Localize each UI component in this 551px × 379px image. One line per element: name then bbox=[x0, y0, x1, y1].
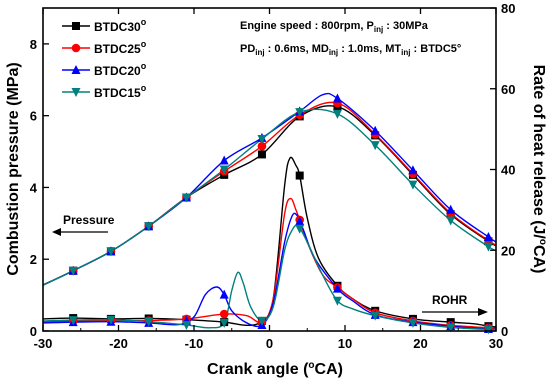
x-tick-label: -30 bbox=[34, 336, 53, 351]
y-axis-title-left: Combustion pressure (MPa) bbox=[5, 62, 22, 275]
legend-label: BTDC30o bbox=[94, 17, 147, 34]
legend-label: BTDC20o bbox=[94, 61, 147, 78]
plot-area bbox=[42, 92, 497, 335]
series-2-rohr-line bbox=[42, 197, 497, 329]
rohr-arrow-head bbox=[478, 308, 488, 316]
x-tick-label: 30 bbox=[489, 336, 503, 351]
series-4-rohr-point bbox=[106, 315, 116, 325]
series-4-pressure-point bbox=[370, 141, 380, 151]
x-tick-label: 10 bbox=[338, 336, 352, 351]
x-tick-label: 0 bbox=[266, 336, 273, 351]
series-4-pressure-point bbox=[295, 108, 305, 118]
pressure-arrow-head bbox=[52, 228, 61, 236]
plot-frame bbox=[42, 7, 497, 332]
y-left-tick-label: 6 bbox=[30, 109, 37, 124]
series-4-pressure-point bbox=[144, 222, 154, 232]
series-3-rohr-point bbox=[332, 283, 342, 293]
legend-label: BTDC25o bbox=[94, 39, 147, 56]
x-axis-title: Crank angle (oCA) bbox=[207, 360, 343, 378]
x-tick-label: -20 bbox=[109, 336, 128, 351]
series-3-pressure-point bbox=[446, 204, 456, 214]
series-4-rohr-point bbox=[144, 317, 154, 327]
x-tick-label: -10 bbox=[185, 336, 204, 351]
annotation-line2: PDinj : 0.6ms, MDinj : 1.0ms, MTinj : BT… bbox=[240, 43, 461, 57]
series-4-pressure-point bbox=[446, 216, 456, 226]
y-left-tick-label: 4 bbox=[30, 180, 38, 195]
legend-marker bbox=[72, 22, 80, 30]
legend-marker bbox=[71, 65, 81, 74]
series-4-pressure-point bbox=[257, 134, 267, 144]
series-3-rohr-point bbox=[295, 216, 305, 226]
legend-marker bbox=[71, 43, 81, 53]
y-left-tick-label: 0 bbox=[30, 324, 37, 339]
y-left-tick-label: 8 bbox=[30, 37, 37, 52]
series-4-pressure-point bbox=[219, 165, 229, 175]
x-tick-label: 20 bbox=[413, 336, 427, 351]
y-axis-title-right: Rate of heat release (J/oCA) bbox=[530, 65, 548, 274]
y-right-tick-label: 40 bbox=[501, 163, 515, 178]
series-4-pressure-point bbox=[332, 109, 342, 119]
series-3-pressure-point bbox=[370, 125, 380, 135]
series-4-rohr-point bbox=[68, 316, 78, 326]
legend: BTDC30o BTDC25o BTDC20o BTDC15o bbox=[62, 17, 147, 100]
series-1-rohr-line bbox=[42, 156, 497, 328]
series-4-pressure-point bbox=[483, 242, 493, 252]
rohr-label: ROHR bbox=[432, 293, 468, 307]
y-right-tick-label: 20 bbox=[501, 243, 515, 258]
series-2-pressure-line bbox=[42, 101, 497, 286]
y-right-tick-label: 80 bbox=[501, 1, 515, 16]
series-3-rohr-point bbox=[219, 289, 229, 299]
pressure-label: Pressure bbox=[63, 213, 115, 227]
series-4-rohr-point bbox=[295, 224, 305, 234]
series-1-rohr-point bbox=[295, 171, 304, 180]
series-1-pressure-point bbox=[257, 150, 266, 159]
series-4-rohr-point bbox=[219, 318, 229, 328]
series-4-rohr-point bbox=[181, 320, 191, 330]
series-4-rohr-point bbox=[332, 296, 342, 306]
series-3-pressure-point bbox=[332, 93, 342, 103]
series-3-pressure-point bbox=[483, 231, 493, 241]
series-3-pressure-point bbox=[408, 165, 418, 175]
series-2-rohr-point bbox=[219, 309, 229, 319]
series-4-rohr-point bbox=[408, 318, 418, 328]
series-4-pressure-line bbox=[42, 108, 497, 286]
legend-label: BTDC15o bbox=[94, 83, 147, 100]
series-4-rohr-point bbox=[483, 325, 493, 335]
series-4-pressure-point bbox=[181, 193, 191, 203]
y-left-tick-label: 2 bbox=[30, 252, 37, 267]
series-4-pressure-point bbox=[68, 266, 78, 276]
series-3-pressure-point bbox=[219, 155, 229, 165]
series-4-pressure-point bbox=[106, 247, 116, 257]
y-right-tick-label: 60 bbox=[501, 82, 515, 97]
series-4-pressure-point bbox=[408, 180, 418, 190]
legend-marker bbox=[71, 88, 81, 97]
annotation-line1: Engine speed : 800rpm, Pinj : 30MPa bbox=[240, 20, 429, 34]
y-right-tick-label: 0 bbox=[501, 324, 508, 339]
series-4-rohr-point bbox=[370, 311, 380, 321]
series-4-rohr-point bbox=[257, 316, 267, 326]
series-4-rohr-point bbox=[446, 323, 456, 333]
series-2-pressure-point bbox=[257, 141, 267, 151]
